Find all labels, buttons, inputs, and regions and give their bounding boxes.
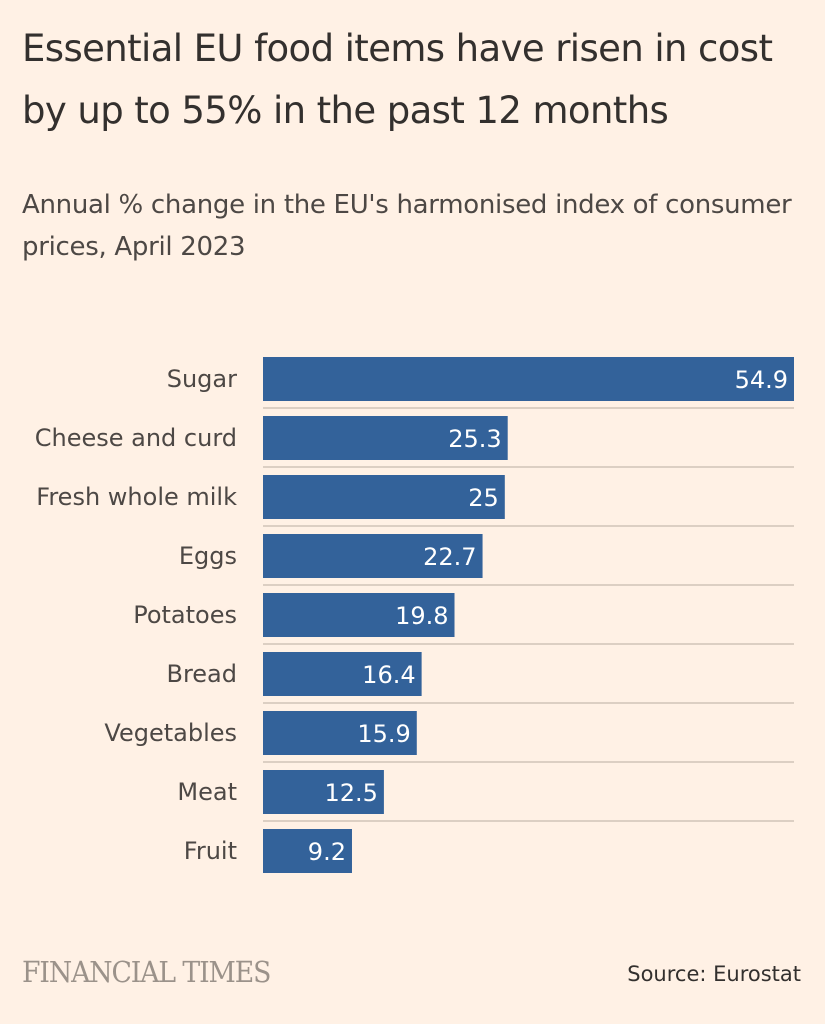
value-label: 15.9 bbox=[357, 720, 410, 748]
category-label: Meat bbox=[177, 778, 237, 806]
gridlines bbox=[263, 407, 794, 822]
category-label: Bread bbox=[166, 660, 237, 688]
category-label: Fruit bbox=[184, 837, 237, 865]
value-label: 25.3 bbox=[448, 425, 501, 453]
value-label: 54.9 bbox=[735, 366, 788, 394]
value-label: 16.4 bbox=[362, 661, 415, 689]
chart-title: Essential EU food items have risen in co… bbox=[22, 27, 773, 132]
bar-meat bbox=[263, 770, 384, 814]
bar-vegetables bbox=[263, 711, 417, 755]
chart-subtitle: Annual % change in the EU's harmonised i… bbox=[22, 190, 792, 262]
value-label: 12.5 bbox=[324, 779, 377, 807]
bar-eggs bbox=[263, 534, 483, 578]
ft-logo: FINANCIAL TIMES bbox=[22, 955, 271, 989]
value-label: 9.2 bbox=[308, 838, 346, 866]
bar-cheese-and-curd bbox=[263, 416, 508, 460]
value-labels: 54.9 25.3 25 22.7 19.8 16.4 15.9 12.5 9.2 bbox=[308, 366, 788, 866]
value-label: 19.8 bbox=[395, 602, 448, 630]
category-label: Vegetables bbox=[104, 719, 237, 747]
bar-fresh-whole-milk bbox=[263, 475, 505, 519]
category-label: Eggs bbox=[179, 542, 237, 570]
value-label: 25 bbox=[468, 484, 499, 512]
category-labels: Sugar Cheese and curd Fresh whole milk Eggs… bbox=[35, 365, 237, 865]
category-label: Fresh whole milk bbox=[36, 483, 237, 511]
source-note: Source: Eurostat bbox=[627, 962, 801, 986]
category-label: Sugar bbox=[167, 365, 237, 393]
bars bbox=[263, 357, 794, 873]
category-label: Potatoes bbox=[133, 601, 237, 629]
value-label: 22.7 bbox=[423, 543, 476, 571]
bar-potatoes bbox=[263, 593, 455, 637]
bar-sugar bbox=[263, 357, 794, 401]
bar-fruit bbox=[263, 829, 352, 873]
bar-bread bbox=[263, 652, 422, 696]
category-label: Cheese and curd bbox=[35, 424, 237, 452]
